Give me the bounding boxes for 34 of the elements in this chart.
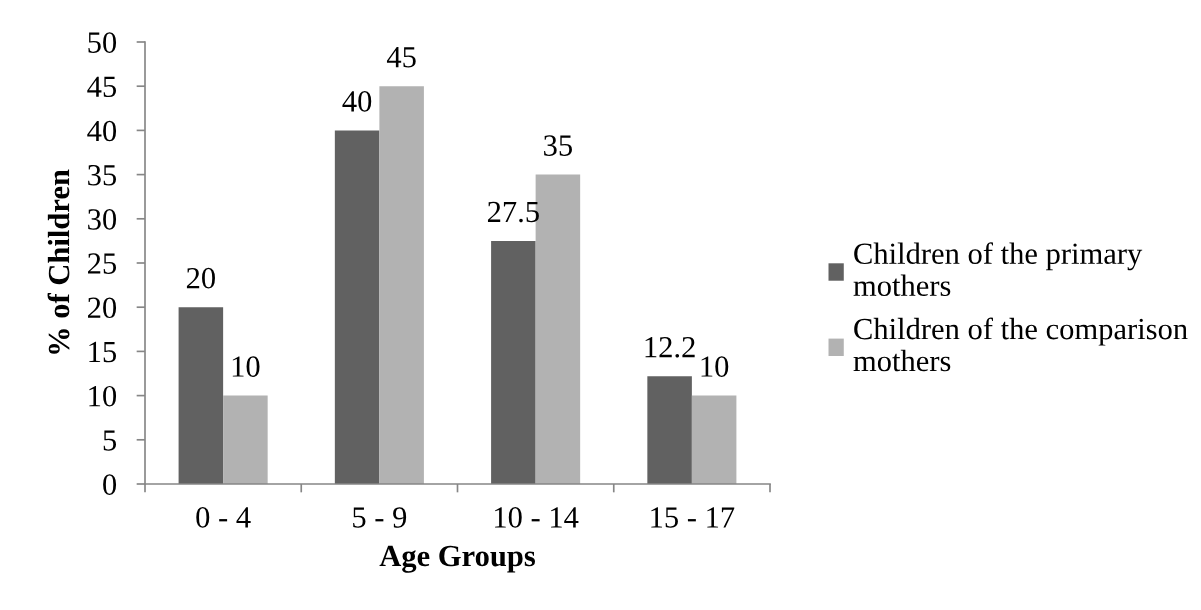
bar: [691, 395, 737, 484]
y-tick-label: 45: [87, 76, 117, 98]
x-tick-label: 5 - 9: [353, 507, 407, 528]
y-axis-title: % of Children: [47, 169, 70, 354]
data-label: 40: [342, 91, 372, 112]
data-label: 10: [701, 356, 729, 377]
y-tick-label: 50: [88, 32, 117, 53]
legend-label: Children of the primary mothers: [853, 242, 1143, 297]
bar: [379, 86, 424, 484]
y-tick-label: 10: [89, 385, 117, 407]
y-tick-label: 0: [103, 474, 117, 495]
y-tick-label: 25: [88, 253, 117, 274]
y-tick-label: 15: [89, 341, 117, 363]
data-label: 10: [232, 356, 260, 377]
bar: [223, 395, 268, 484]
x-axis-title: Age Groups: [379, 545, 535, 573]
bar: [491, 240, 536, 484]
legend-label: Children of the comparison mothers: [853, 317, 1188, 372]
x-tick-label: 0 - 4: [196, 507, 251, 528]
data-label: 12.2: [645, 336, 695, 358]
bar: [178, 307, 224, 484]
y-tick-label: 5: [103, 430, 117, 451]
data-label: 45: [386, 47, 416, 68]
data-label: 35: [544, 135, 572, 156]
bar: [647, 376, 692, 484]
bar: [334, 130, 380, 484]
data-label: 27.5: [487, 201, 539, 223]
data-label: 20: [186, 267, 215, 289]
y-tick-label: 30: [88, 209, 117, 230]
x-tick-label: 15 - 17: [651, 507, 735, 528]
y-tick-label: 35: [88, 164, 117, 186]
y-tick-label: 40: [87, 120, 117, 142]
x-tick-label: 10 - 14: [495, 507, 579, 528]
y-tick-label: 20: [88, 297, 117, 319]
